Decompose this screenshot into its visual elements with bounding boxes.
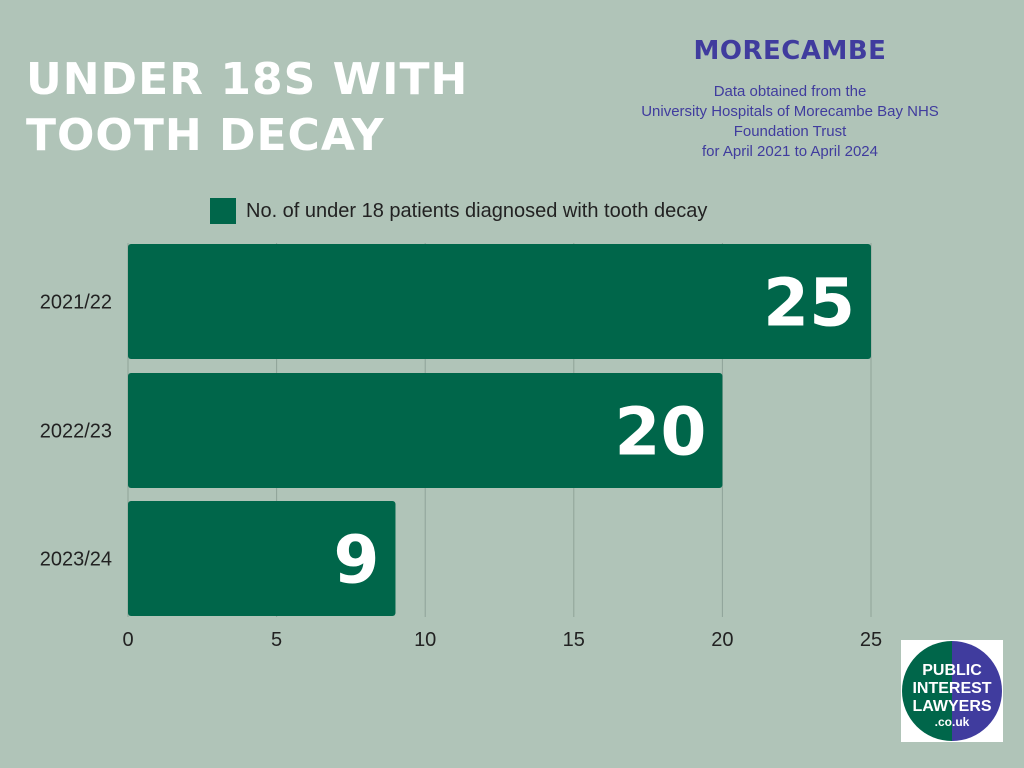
source-line-3: Foundation Trust	[733, 123, 847, 140]
bar	[128, 244, 871, 359]
source-note: Data obtained from the University Hospit…	[590, 82, 990, 162]
data-label: 20	[615, 394, 707, 471]
data-label: 25	[763, 265, 855, 342]
x-tick-label: 15	[563, 629, 585, 651]
bar	[128, 501, 396, 616]
x-tick-label: 25	[860, 629, 882, 651]
svg-text:.co.uk: .co.uk	[935, 715, 970, 729]
chart-title-line-1: UNDER 18S WITH	[26, 54, 469, 105]
y-category-label: 2023/24	[40, 549, 112, 571]
source-line-4: for April 2021 to April 2024	[702, 143, 878, 160]
bar	[128, 373, 723, 488]
y-category-label: 2021/22	[40, 292, 112, 314]
data-label: 9	[334, 522, 380, 599]
x-tick-label: 5	[271, 629, 282, 651]
location-title: MORECAMBE	[693, 36, 887, 66]
x-tick-label: 10	[414, 629, 436, 651]
x-tick-label: 20	[711, 629, 733, 651]
chart-title: UNDER 18S WITH TOOTH DECAY	[26, 52, 496, 164]
chart-legend: No. of under 18 patients diagnosed with …	[210, 198, 707, 224]
chart-title-line-2: TOOTH DECAY	[26, 110, 385, 161]
svg-text:LAWYERS: LAWYERS	[912, 698, 991, 715]
source-line-1: Data obtained from the	[713, 83, 867, 100]
y-category-label: 2022/23	[40, 421, 112, 443]
legend-swatch	[210, 198, 236, 224]
x-tick-label: 0	[122, 629, 133, 651]
svg-text:PUBLIC: PUBLIC	[922, 662, 982, 679]
legend-label: No. of under 18 patients diagnosed with …	[246, 199, 708, 222]
svg-text:INTEREST: INTEREST	[912, 680, 991, 697]
source-line-2: University Hospitals of Morecambe Bay NH…	[641, 103, 939, 120]
public-interest-lawyers-logo: PUBLIC INTEREST LAWYERS .co.uk	[901, 640, 1003, 742]
